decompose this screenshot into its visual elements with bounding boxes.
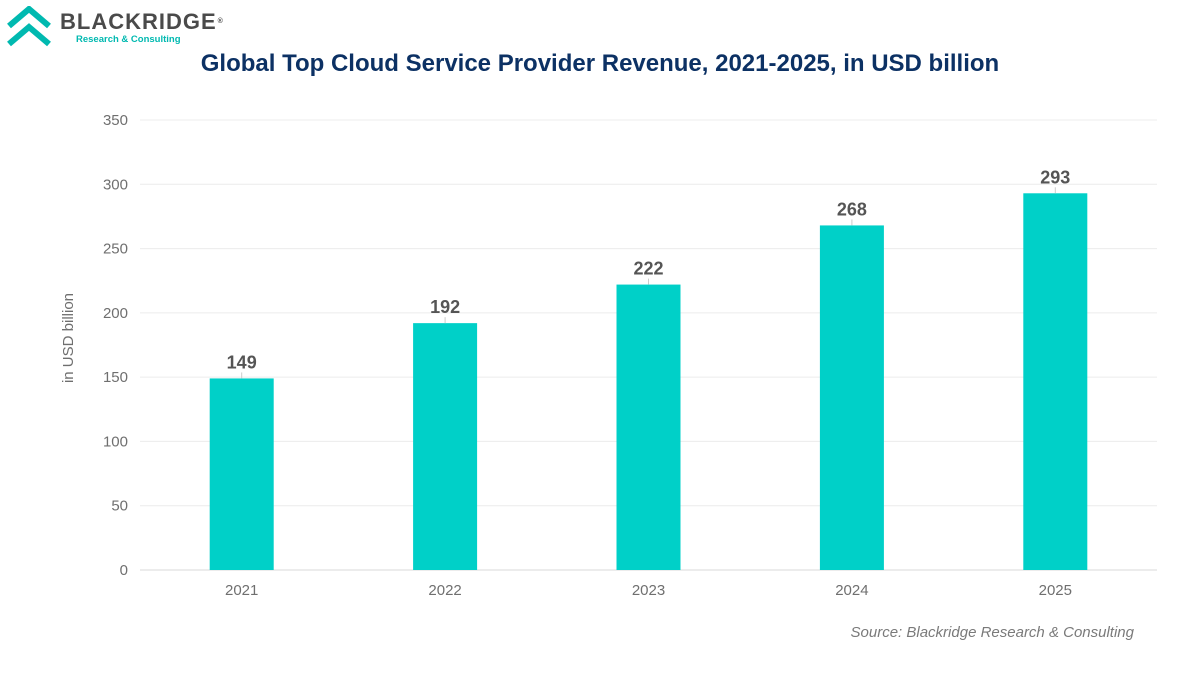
- x-tick-label: 2021: [225, 582, 258, 599]
- data-label: 149: [227, 352, 257, 372]
- y-tick-label: 200: [103, 305, 128, 322]
- blackridge-logo-icon: [7, 6, 51, 47]
- y-tick-label: 300: [103, 176, 128, 193]
- y-tick-label: 100: [103, 433, 128, 450]
- bar: [1023, 193, 1088, 571]
- y-tick-label: 350: [103, 112, 128, 129]
- y-tick-label: 150: [103, 369, 128, 386]
- data-label: 192: [430, 297, 460, 317]
- logo-tagline: Research & Consulting: [76, 33, 181, 45]
- data-label: 222: [633, 259, 663, 279]
- data-label: 268: [837, 199, 867, 219]
- y-tick-label: 50: [111, 498, 128, 515]
- bar: [209, 378, 274, 570]
- data-label: 293: [1040, 167, 1070, 187]
- y-tick-label: 250: [103, 241, 128, 258]
- y-axis-label: in USD billion: [60, 293, 77, 383]
- logo-registered-mark: ®: [217, 17, 224, 25]
- logo-name-text: BLACKRIDGE: [60, 8, 217, 34]
- y-tick-label: 0: [120, 562, 128, 579]
- chart-title: Global Top Cloud Service Provider Revenu…: [200, 50, 1000, 77]
- bar: [413, 323, 478, 570]
- source-note: Source: Blackridge Research & Consulting: [850, 624, 1134, 641]
- x-tick-label: 2025: [1039, 582, 1072, 599]
- bar: [819, 225, 884, 570]
- x-tick-label: 2022: [428, 582, 461, 599]
- brand-logo: BLACKRIDGE® Research & Consulting: [6, 6, 224, 48]
- bar: [616, 284, 681, 570]
- x-tick-label: 2024: [835, 582, 868, 599]
- logo-name: BLACKRIDGE®: [60, 8, 224, 34]
- x-tick-label: 2023: [632, 582, 665, 599]
